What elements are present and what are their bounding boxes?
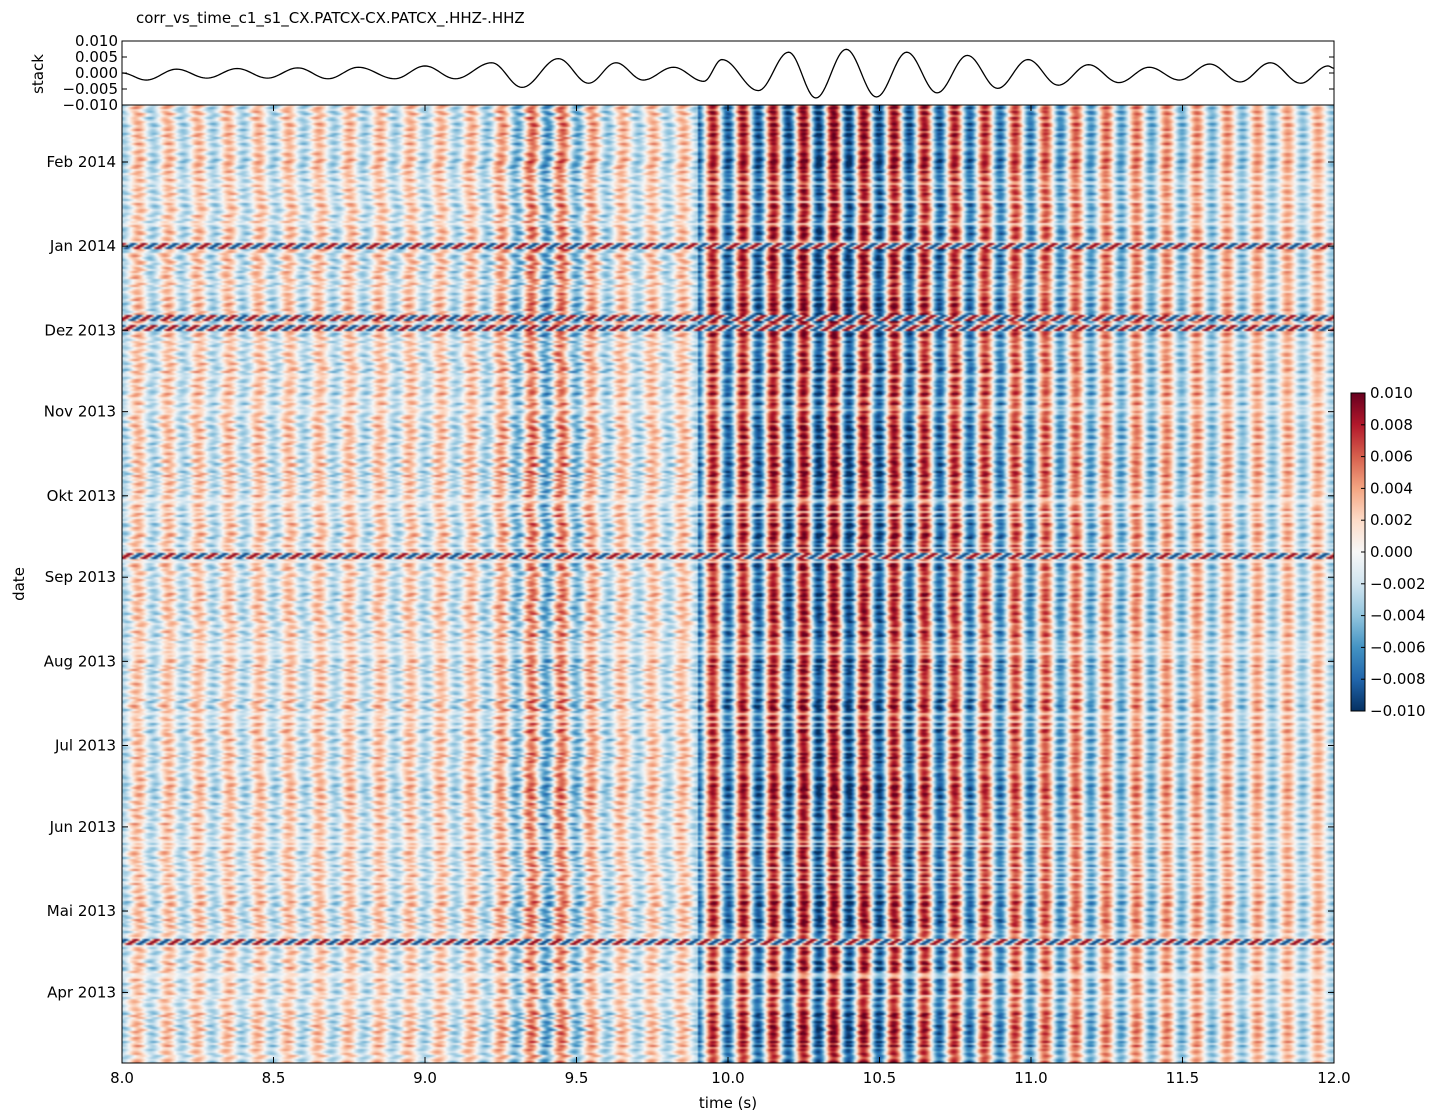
colorbar-tick-label: −0.004: [1370, 607, 1426, 625]
colorbar-tick-label: 0.004: [1370, 479, 1413, 497]
colorbar-tick-label: 0.010: [1370, 384, 1413, 402]
colorbar-ticks: 0.010 0.008 0.006 0.004 0.002 0.000 −0.002 −0.0…: [1361, 384, 1426, 720]
heatmap-xtick-label: 9.5: [565, 1069, 589, 1087]
heatmap-ytick-label: Jul 2013: [54, 736, 116, 754]
heatmap-xtick-label: 10.0: [711, 1069, 744, 1087]
colorbar-tick-label: 0.002: [1370, 511, 1413, 529]
colorbar-tick-label: 0.008: [1370, 416, 1413, 434]
correlation-heatmap: [122, 105, 1334, 1063]
heatmap-ytick-label: Apr 2013: [47, 983, 116, 1001]
stack-ylabel: stack: [29, 54, 47, 94]
chart-title: corr_vs_time_c1_s1_CX.PATCX-CX.PATCX_.HH…: [136, 9, 525, 28]
heatmap-ytick-label: Jan 2014: [49, 237, 116, 255]
heatmap-ytick-label: Aug 2013: [44, 652, 116, 670]
heatmap-ytick-label: Jun 2013: [49, 818, 116, 836]
heatmap-ytick-label: Mai 2013: [47, 902, 116, 920]
heatmap-ytick-label: Nov 2013: [44, 403, 116, 421]
colorbar-tick-label: −0.002: [1370, 575, 1426, 593]
heatmap-ytick-label: Feb 2014: [47, 153, 117, 171]
heatmap-panel: 8.0 8.5 9.0 9.5 10.0 10.5 11.0 11.5 12.0 Apr 201…: [10, 105, 1351, 1112]
heatmap-ylabel: date: [10, 567, 28, 601]
heatmap-ytick-label: Okt 2013: [47, 487, 116, 505]
colorbar-tick-label: −0.010: [1370, 702, 1426, 720]
heatmap-xtick-label: 8.0: [110, 1069, 134, 1087]
stack-panel-frame: [122, 41, 1334, 105]
colorbar-tick-label: −0.006: [1370, 638, 1426, 656]
heatmap-xtick-label: 10.5: [863, 1069, 896, 1087]
heatmap-xtick-label: 11.5: [1166, 1069, 1199, 1087]
heatmap-ytick-label: Sep 2013: [45, 568, 116, 586]
heatmap-xtick-label: 8.5: [262, 1069, 286, 1087]
stack-ytick-label: −0.010: [62, 96, 118, 114]
heatmap-xtick-label: 9.0: [413, 1069, 437, 1087]
colorbar-tick-label: 0.006: [1370, 448, 1413, 466]
colorbar-tick-label: 0.000: [1370, 543, 1413, 561]
colorbar-tick-label: −0.008: [1370, 670, 1426, 688]
heatmap-xlabel: time (s): [699, 1094, 757, 1112]
heatmap-ytick-label: Dez 2013: [44, 321, 116, 339]
heatmap-xtick-label: 12.0: [1317, 1069, 1350, 1087]
heatmap-xtick-label: 11.0: [1014, 1069, 1047, 1087]
colorbar: 0.010 0.008 0.006 0.004 0.002 0.000 −0.002 −0.0…: [1351, 384, 1426, 720]
